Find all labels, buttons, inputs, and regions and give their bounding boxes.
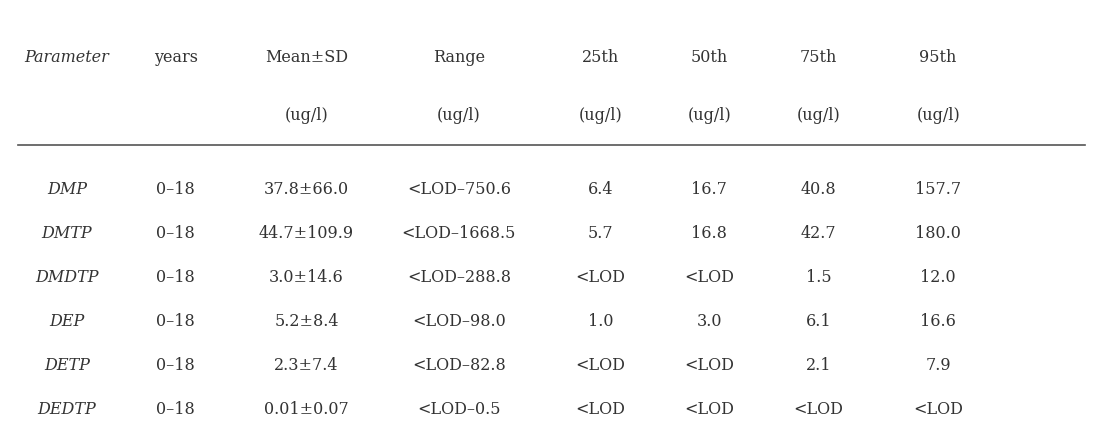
Text: 2.3±7.4: 2.3±7.4 [275, 357, 339, 374]
Text: <LOD–98.0: <LOD–98.0 [413, 313, 506, 330]
Text: years: years [153, 49, 197, 66]
Text: 42.7: 42.7 [801, 225, 836, 242]
Text: 40.8: 40.8 [801, 181, 836, 198]
Text: (ug/l): (ug/l) [285, 107, 329, 124]
Text: 7.9: 7.9 [925, 357, 951, 374]
Text: 2.1: 2.1 [805, 357, 831, 374]
Text: 95th: 95th [920, 49, 956, 66]
Text: <LOD–750.6: <LOD–750.6 [407, 181, 511, 198]
Text: <LOD: <LOD [685, 401, 735, 418]
Text: 180.0: 180.0 [915, 225, 961, 242]
Text: <LOD: <LOD [793, 401, 844, 418]
Text: 25th: 25th [582, 49, 619, 66]
Text: 6.1: 6.1 [805, 313, 832, 330]
Text: 3.0: 3.0 [697, 313, 722, 330]
Text: 1.5: 1.5 [805, 269, 832, 286]
Text: DEP: DEP [50, 313, 85, 330]
Text: Parameter: Parameter [24, 49, 109, 66]
Text: 3.0±14.6: 3.0±14.6 [269, 269, 344, 286]
Text: <LOD: <LOD [576, 401, 625, 418]
Text: 75th: 75th [800, 49, 837, 66]
Text: DMTP: DMTP [42, 225, 93, 242]
Text: 6.4: 6.4 [588, 181, 613, 198]
Text: (ug/l): (ug/l) [796, 107, 840, 124]
Text: DMDTP: DMDTP [35, 269, 98, 286]
Text: <LOD: <LOD [913, 401, 963, 418]
Text: 0–18: 0–18 [157, 181, 195, 198]
Text: DETP: DETP [44, 357, 89, 374]
Text: <LOD: <LOD [576, 357, 625, 374]
Text: <LOD–0.5: <LOD–0.5 [417, 401, 501, 418]
Text: 5.7: 5.7 [588, 225, 613, 242]
Text: Range: Range [432, 49, 485, 66]
Text: 44.7±109.9: 44.7±109.9 [259, 225, 354, 242]
Text: 0–18: 0–18 [157, 313, 195, 330]
Text: 0.01±0.07: 0.01±0.07 [264, 401, 349, 418]
Text: 12.0: 12.0 [920, 269, 956, 286]
Text: 37.8±66.0: 37.8±66.0 [264, 181, 349, 198]
Text: 0–18: 0–18 [157, 269, 195, 286]
Text: <LOD: <LOD [576, 269, 625, 286]
Text: DEDTP: DEDTP [38, 401, 96, 418]
Text: Mean±SD: Mean±SD [265, 49, 347, 66]
Text: (ug/l): (ug/l) [687, 107, 731, 124]
Text: 16.7: 16.7 [692, 181, 727, 198]
Text: 50th: 50th [690, 49, 728, 66]
Text: 5.2±8.4: 5.2±8.4 [275, 313, 339, 330]
Text: 0–18: 0–18 [157, 401, 195, 418]
Text: 16.6: 16.6 [920, 313, 956, 330]
Text: <LOD: <LOD [685, 269, 735, 286]
Text: 0–18: 0–18 [157, 225, 195, 242]
Text: (ug/l): (ug/l) [437, 107, 481, 124]
Text: <LOD–288.8: <LOD–288.8 [407, 269, 511, 286]
Text: (ug/l): (ug/l) [579, 107, 622, 124]
Text: (ug/l): (ug/l) [917, 107, 960, 124]
Text: 16.8: 16.8 [692, 225, 727, 242]
Text: <LOD–1668.5: <LOD–1668.5 [401, 225, 516, 242]
Text: <LOD–82.8: <LOD–82.8 [413, 357, 506, 374]
Text: DMP: DMP [46, 181, 87, 198]
Text: <LOD: <LOD [685, 357, 735, 374]
Text: 1.0: 1.0 [588, 313, 613, 330]
Text: 157.7: 157.7 [915, 181, 961, 198]
Text: 0–18: 0–18 [157, 357, 195, 374]
